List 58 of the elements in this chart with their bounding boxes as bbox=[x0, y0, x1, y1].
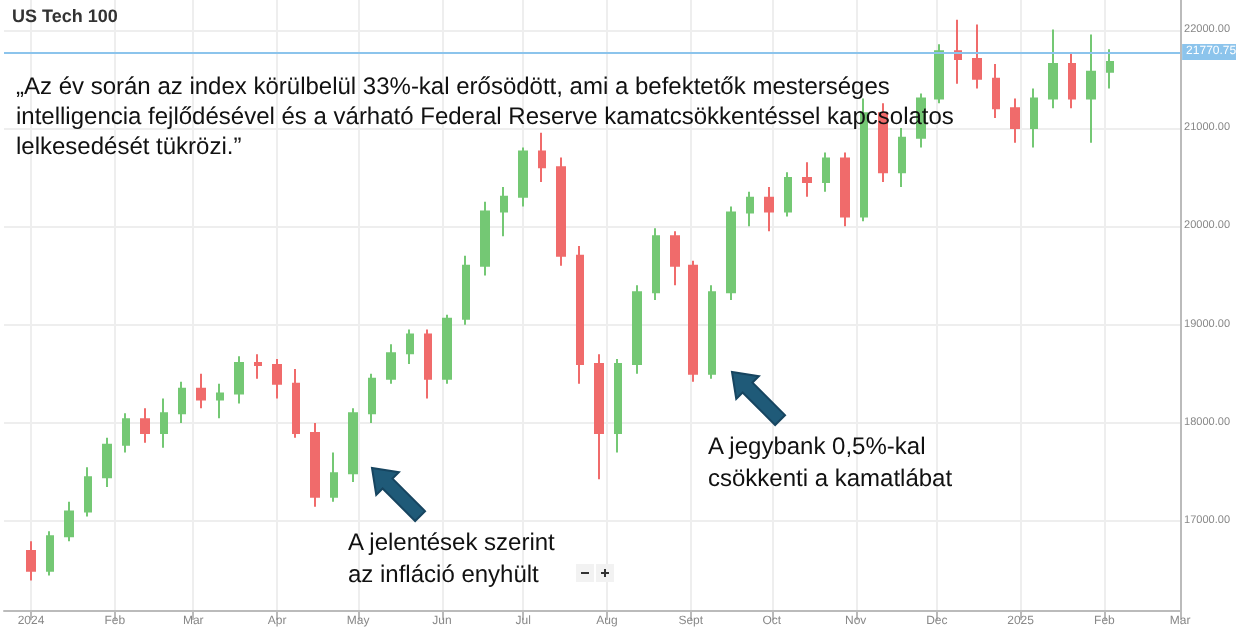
candlestick bbox=[102, 436, 112, 489]
candlestick bbox=[708, 284, 716, 380]
candlestick bbox=[632, 284, 642, 375]
annotation: A jegybank 0,5%-kal csökkenti a kamatlábat bbox=[708, 430, 953, 494]
candlestick bbox=[26, 540, 36, 582]
candlestick bbox=[178, 380, 186, 425]
candlestick bbox=[934, 43, 944, 105]
candlestick bbox=[234, 355, 244, 405]
candlestick bbox=[462, 254, 470, 326]
candlestick bbox=[1048, 28, 1058, 110]
candlestick bbox=[764, 185, 774, 233]
candlestick bbox=[216, 382, 224, 420]
candlestick bbox=[442, 313, 452, 385]
candlestick bbox=[310, 422, 320, 508]
candlestick bbox=[726, 205, 736, 302]
candlestick bbox=[746, 190, 754, 228]
candlestick bbox=[386, 343, 396, 385]
candlestick bbox=[160, 397, 168, 449]
candlestick bbox=[122, 412, 130, 454]
chart-title: US Tech 100 bbox=[12, 6, 118, 26]
candlestick bbox=[1068, 53, 1076, 110]
candlestick bbox=[1106, 48, 1114, 90]
candlestick bbox=[140, 407, 150, 444]
candlestick bbox=[424, 328, 432, 400]
candlestick bbox=[84, 466, 92, 518]
candlestick bbox=[822, 151, 830, 193]
candlestick bbox=[1030, 87, 1038, 149]
candlestick bbox=[898, 126, 906, 188]
candlestick bbox=[802, 161, 812, 198]
annotation: A jelentések szerint az infláció enyhült bbox=[348, 526, 555, 590]
candlestick bbox=[538, 131, 546, 184]
candlestick bbox=[518, 146, 528, 208]
candlestick bbox=[784, 171, 792, 218]
candlestick bbox=[500, 185, 508, 238]
candlestick bbox=[972, 23, 982, 90]
candlestick bbox=[992, 62, 1000, 120]
candlestick bbox=[594, 353, 604, 481]
candlestick bbox=[46, 530, 54, 577]
candlestick bbox=[330, 451, 338, 503]
candlestick bbox=[688, 259, 698, 383]
candlestick bbox=[348, 407, 358, 484]
candlestick bbox=[556, 156, 566, 267]
candlestick bbox=[954, 18, 962, 85]
candlestick bbox=[292, 367, 300, 439]
candlestick bbox=[1010, 97, 1020, 144]
candlestick bbox=[1086, 33, 1096, 144]
candlestick bbox=[254, 353, 262, 380]
candlestick bbox=[576, 244, 584, 385]
candlestick bbox=[480, 200, 490, 277]
candlestick bbox=[196, 372, 206, 410]
candlestick bbox=[406, 328, 414, 366]
candlestick bbox=[368, 372, 376, 425]
candlestick bbox=[614, 358, 622, 454]
candlestick bbox=[652, 227, 660, 302]
candlestick bbox=[64, 500, 74, 543]
candlestick bbox=[670, 230, 680, 287]
candlestick bbox=[840, 151, 850, 228]
candlestick bbox=[272, 358, 282, 400]
